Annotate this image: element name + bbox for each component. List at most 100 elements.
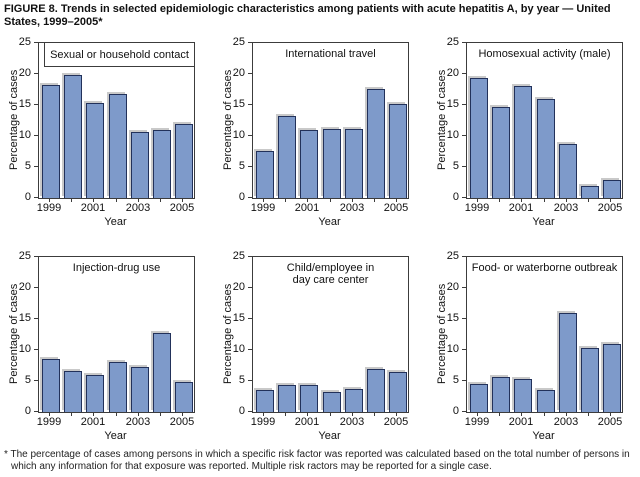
y-axis-tick <box>248 42 253 43</box>
footnote: * The percentage of cases among persons … <box>4 449 630 472</box>
x-axis-tick-label: 2005 <box>597 416 623 428</box>
y-axis-tick-label: 20 <box>232 67 245 79</box>
y-axis-tick-label: 0 <box>24 405 31 417</box>
x-axis-tick <box>477 198 478 202</box>
x-axis-tick <box>71 412 72 416</box>
x-axis-tick <box>182 412 183 416</box>
panel-title: Homosexual activity (male) <box>478 48 611 60</box>
plot-area: Food- or waterborne outbreak <box>466 256 623 413</box>
bar-1999 <box>42 359 60 412</box>
y-axis-tick-label: 10 <box>18 343 31 355</box>
y-axis-tick-label: 10 <box>232 129 245 141</box>
chart-panel-sexual-or-household-contact: Percentage of cases Sexual or household c… <box>0 36 214 250</box>
chart-panel-injection-drug-use: Percentage of cases Injection-drug use 0 5 1… <box>0 250 214 464</box>
y-axis-tick <box>462 256 467 257</box>
x-axis-tick <box>93 198 94 202</box>
bar-2002 <box>537 390 555 412</box>
x-axis-tick <box>93 412 94 416</box>
y-axis-title: Percentage of cases <box>8 283 20 384</box>
bar-2004 <box>581 348 599 412</box>
x-axis-title: Year <box>104 430 127 442</box>
x-axis-tick <box>374 198 375 202</box>
y-axis-tick <box>248 135 253 136</box>
x-axis-tick <box>499 412 500 416</box>
bar-2003 <box>559 313 577 412</box>
x-axis-tick <box>499 198 500 202</box>
x-axis-tick-label: 2001 <box>294 416 320 428</box>
y-axis-tick <box>34 287 39 288</box>
x-axis-tick-label: 2005 <box>383 202 409 214</box>
y-axis-tick <box>248 197 253 198</box>
y-axis-tick-label: 25 <box>232 250 245 262</box>
x-axis-tick <box>396 198 397 202</box>
y-axis-tick <box>248 73 253 74</box>
y-axis-tick-label: 0 <box>452 191 459 203</box>
bar-2000 <box>492 107 510 198</box>
y-axis-tick <box>34 411 39 412</box>
y-axis-tick <box>462 197 467 198</box>
bar-2000 <box>64 75 82 198</box>
x-axis-tick-label: 1999 <box>36 416 62 428</box>
x-axis-tick <box>285 412 286 416</box>
y-axis-tick <box>34 256 39 257</box>
y-axis-tick-label: 15 <box>232 312 245 324</box>
x-axis-tick-label: 1999 <box>464 202 490 214</box>
y-axis-tick-label: 15 <box>18 98 31 110</box>
x-axis-tick-label: 2003 <box>339 202 365 214</box>
y-axis-tick-label: 10 <box>446 129 459 141</box>
y-axis-tick-label: 20 <box>446 67 459 79</box>
x-axis-tick <box>610 412 611 416</box>
bar-2003 <box>345 389 363 412</box>
y-axis-tick <box>462 42 467 43</box>
y-axis-tick <box>34 318 39 319</box>
y-axis-tick-label: 20 <box>18 67 31 79</box>
x-axis-tick-label: 2001 <box>80 416 106 428</box>
y-axis-tick-label: 0 <box>238 191 245 203</box>
x-axis-tick-label: 2001 <box>294 202 320 214</box>
y-axis-tick <box>462 380 467 381</box>
y-axis-tick-label: 5 <box>24 160 31 172</box>
bar-1999 <box>470 384 488 412</box>
x-axis-tick <box>396 412 397 416</box>
y-axis-tick-label: 5 <box>452 160 459 172</box>
bar-2001 <box>300 130 318 198</box>
bar-2001 <box>514 86 532 198</box>
y-axis-tick <box>248 380 253 381</box>
y-axis-tick-label: 25 <box>446 36 459 48</box>
plot-area: Injection-drug use <box>38 256 195 413</box>
x-axis-tick <box>566 412 567 416</box>
y-axis-tick <box>248 349 253 350</box>
y-axis-tick <box>462 411 467 412</box>
x-axis-tick-label: 1999 <box>250 416 276 428</box>
x-axis-title: Year <box>318 430 341 442</box>
y-axis-tick <box>34 197 39 198</box>
bar-2001 <box>514 379 532 412</box>
x-axis-tick <box>544 198 545 202</box>
x-axis-tick-label: 1999 <box>250 202 276 214</box>
y-axis-tick-label: 15 <box>232 98 245 110</box>
x-axis-tick-label: 2005 <box>169 202 195 214</box>
panel-title: Food- or waterborne outbreak <box>471 262 618 274</box>
y-axis-tick-label: 15 <box>18 312 31 324</box>
y-axis-tick-label: 10 <box>446 343 459 355</box>
x-axis-tick <box>566 198 567 202</box>
bar-2005 <box>603 344 621 412</box>
y-axis-tick-label: 15 <box>446 312 459 324</box>
y-axis-tick-label: 25 <box>18 250 31 262</box>
bar-2000 <box>278 116 296 198</box>
y-axis-tick <box>462 166 467 167</box>
bar-1999 <box>42 85 60 198</box>
x-axis-tick-label: 2003 <box>339 416 365 428</box>
y-axis-tick-label: 10 <box>232 343 245 355</box>
bar-2001 <box>86 103 104 198</box>
x-axis-tick-label: 2001 <box>508 202 534 214</box>
y-axis-tick <box>462 287 467 288</box>
panel-title: Sexual or household contact <box>44 42 195 67</box>
chart-panel-international-travel: Percentage of cases International travel 0… <box>214 36 428 250</box>
x-axis-title: Year <box>318 216 341 228</box>
x-axis-tick <box>477 412 478 416</box>
x-axis-tick-label: 1999 <box>464 416 490 428</box>
bar-1999 <box>256 151 274 198</box>
y-axis-tick <box>462 104 467 105</box>
bar-2005 <box>389 372 407 412</box>
